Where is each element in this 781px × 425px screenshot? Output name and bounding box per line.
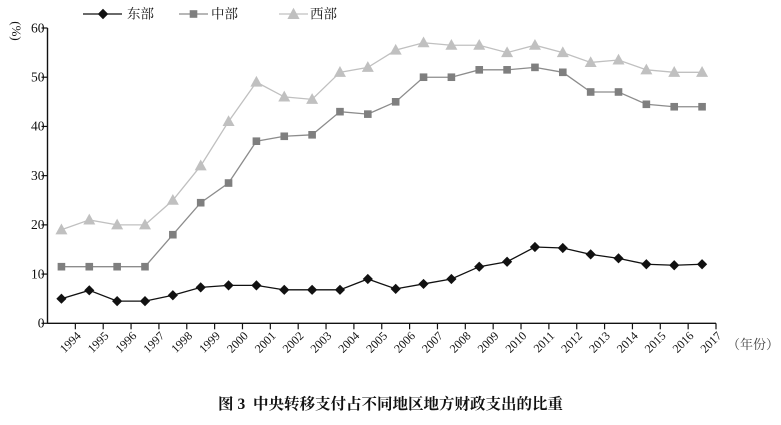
svg-text:(%): (%) [9,21,24,41]
svg-text:（年份）: （年份） [727,334,779,353]
svg-text:中部: 中部 [211,3,238,23]
svg-text:20: 20 [31,217,45,232]
svg-text:60: 60 [31,20,45,35]
svg-text:10: 10 [31,266,45,281]
svg-text:50: 50 [31,70,45,85]
svg-text:40: 40 [31,119,45,134]
svg-text:西部: 西部 [310,3,337,23]
svg-text:0: 0 [38,316,45,331]
svg-text:东部: 东部 [127,3,154,23]
svg-text:30: 30 [31,168,45,183]
